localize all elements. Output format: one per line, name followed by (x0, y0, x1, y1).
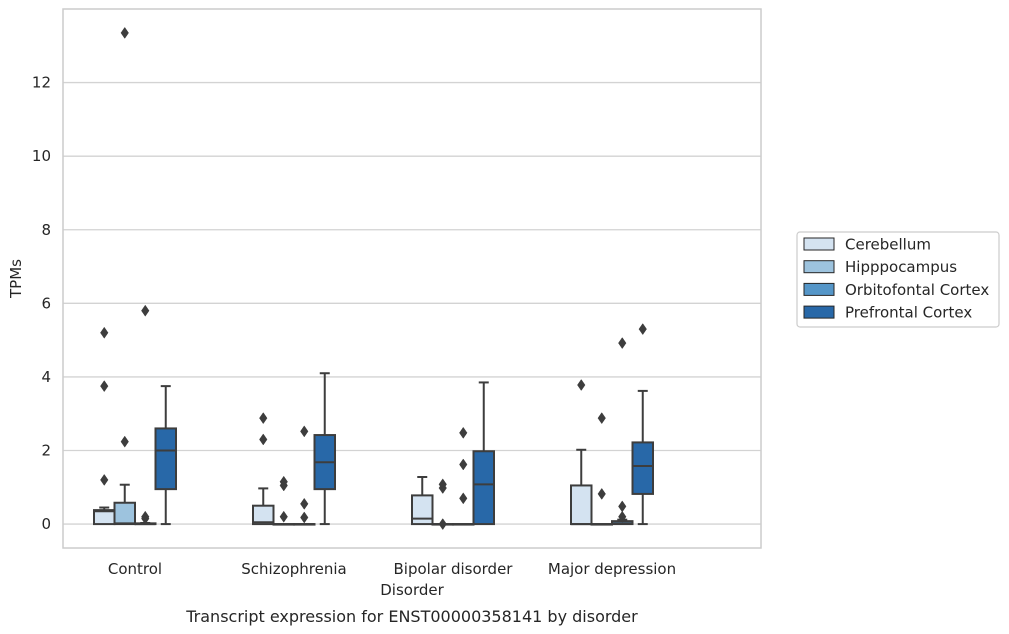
y-axis-label: TPMs (7, 259, 25, 299)
legend-label: Hipppocampus (845, 258, 957, 276)
y-tick-label: 10 (32, 147, 51, 165)
outlier-point (100, 326, 109, 339)
x-tick-label: Control (108, 560, 162, 578)
x-tick-label: Bipolar disorder (394, 560, 514, 578)
outlier-point (577, 379, 586, 391)
outlier-point (259, 412, 268, 425)
box-3-1 (590, 412, 613, 526)
box-0-3 (154, 385, 177, 526)
y-tick-labels: 0 2 4 6 8 10 12 (32, 74, 51, 534)
legend-label: Cerebellum (845, 236, 931, 254)
box-0-0 (93, 326, 116, 526)
outlier-point (597, 412, 606, 425)
box-3-2 (611, 337, 634, 526)
box-iqr (154, 427, 177, 491)
outlier-point (259, 433, 268, 446)
y-tick-label: 4 (41, 368, 51, 386)
y-tick-label: 0 (41, 515, 51, 533)
outlier-point (618, 337, 627, 350)
chart-caption: Transcript expression for ENST0000035814… (185, 607, 638, 626)
outlier-point (459, 458, 468, 471)
box-iqr (570, 484, 593, 526)
outlier-point (618, 500, 627, 513)
outlier-point (279, 475, 288, 488)
grid-lines (63, 81, 761, 525)
outlier-point (300, 497, 309, 510)
legend: Cerebellum Hipppocampus Orbitofontal Corte… (796, 231, 1000, 328)
y-tick-label: 8 (41, 221, 51, 239)
outlier-point (438, 518, 447, 531)
x-tick-label: Major depression (548, 560, 676, 578)
box-iqr (252, 504, 275, 526)
box-0-1 (113, 26, 136, 526)
box-iqr (113, 501, 136, 526)
outlier-point (100, 380, 109, 393)
box-plot-area (93, 26, 654, 531)
box-1-0 (252, 412, 275, 526)
outlier-point (459, 492, 468, 505)
outlier-point (597, 487, 606, 500)
outlier-point (438, 478, 447, 491)
y-tick-label: 6 (41, 294, 51, 312)
outlier-point (100, 473, 109, 486)
legend-swatch (803, 237, 835, 251)
legend-swatch (803, 305, 835, 319)
outlier-point (638, 323, 647, 336)
box-1-3 (313, 372, 336, 526)
x-axis-label: Disorder (380, 581, 444, 599)
outlier-point (618, 510, 627, 523)
outlier-point (300, 511, 309, 524)
legend-swatch (803, 260, 835, 274)
box-iqr (631, 441, 654, 495)
legend-label: Prefrontal Cortex (845, 304, 972, 322)
x-tick-label: Schizophrenia (241, 560, 346, 578)
box-3-3 (631, 323, 654, 526)
y-tick-label: 12 (32, 74, 51, 92)
outlier-point (120, 26, 129, 39)
y-tick-label: 2 (41, 442, 51, 460)
box-iqr (472, 450, 495, 526)
box-2-0 (411, 475, 434, 526)
box-0-2 (134, 304, 157, 526)
outlier-point (279, 510, 288, 523)
outlier-point (459, 426, 468, 439)
box-1-2 (293, 425, 316, 526)
legend-swatch (803, 282, 835, 296)
plot-frame (62, 8, 762, 549)
outlier-point (300, 425, 309, 438)
outlier-point (141, 510, 150, 523)
legend-label: Orbitofontal Cortex (845, 281, 989, 299)
box-iqr (411, 494, 434, 526)
outlier-point (141, 304, 150, 317)
box-2-3 (472, 381, 495, 526)
x-tick-labels: Control Schizophrenia Bipolar disorder Majo… (108, 560, 676, 578)
box-3-0 (570, 379, 593, 526)
legend-frame (796, 231, 1000, 328)
outlier-point (120, 435, 129, 448)
